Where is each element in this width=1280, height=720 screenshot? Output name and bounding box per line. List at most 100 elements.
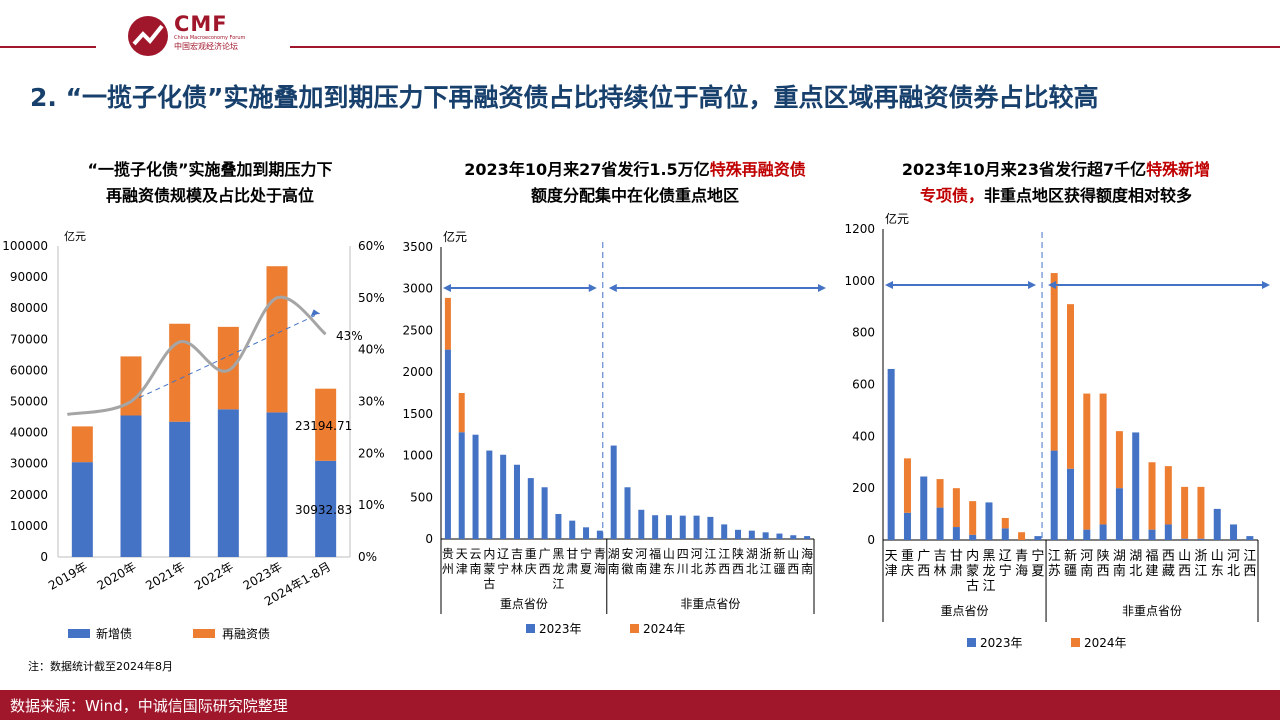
chart3-xtick: 湖: [1113, 549, 1126, 564]
chart2-bar-2023年: [693, 515, 700, 539]
chart2-title-line2: 额度分配集中在化债重点地区: [530, 186, 739, 205]
chart1-y2tick: 60%: [358, 239, 385, 253]
chart2-xtick: 肃: [566, 562, 578, 576]
chart2-xtick: 南: [470, 561, 482, 576]
chart3-xtick: 西: [1097, 564, 1110, 579]
chart2-xtick: 广: [539, 547, 551, 561]
chart3-xtick: 天: [885, 549, 898, 564]
chart1-bar-再融资债: [315, 388, 337, 461]
chart2-bar-2023年: [500, 454, 507, 539]
chart3-bar-2024年: [1148, 462, 1156, 530]
chart1-ytick: 100000: [2, 239, 48, 253]
chart2-xtick: 西: [539, 562, 551, 576]
footer-bar: 数据来源：Wind，中诚信国际研究院整理: [0, 690, 1280, 720]
chart3-bar-2024年: [936, 479, 944, 508]
chart3-xtick: 吉: [934, 549, 947, 564]
chart3-bar-2024年: [1001, 517, 1009, 529]
chart1-ytick: 70000: [10, 332, 48, 346]
chart2-xtick: 海: [801, 546, 813, 561]
chart3-xtick: 藏: [1162, 564, 1175, 579]
chart2-xtick: 夏: [580, 562, 592, 576]
chart3-ytick: 400: [852, 429, 875, 443]
logo-subtitle-en: China Macroeconomy Forum: [174, 35, 246, 41]
chart3-xtick: 龙: [982, 564, 995, 579]
chart3-ytick: 1000: [844, 274, 875, 288]
chart1-legend-swatch-refi: [193, 629, 215, 638]
chart1-bar-新增债: [169, 421, 191, 557]
chart1-title-line2: 再融资债规模及占比处于高位: [105, 186, 314, 205]
chart2-xtick: 古: [483, 576, 495, 591]
chart3-bar-2023年: [1067, 468, 1074, 540]
chart2-bar-2023年: [513, 464, 520, 539]
logo-subtitle-cn: 中国宏观经济论坛: [174, 42, 238, 51]
chart3-xtick: 江: [1194, 564, 1207, 579]
header-line-left: [0, 46, 96, 48]
chart2-xtick: 吉: [511, 547, 523, 561]
chart3-bar-2023年: [1001, 528, 1009, 540]
chart3-xtick: 甘: [950, 549, 963, 564]
chart1-trend-arrow-head: [310, 309, 320, 317]
chart1-y2tick: 50%: [358, 291, 385, 305]
chart2-xtick: 州: [442, 562, 454, 576]
chart3-xtick: 河: [1227, 549, 1240, 564]
chart3-bar-2024年: [952, 488, 960, 528]
chart1-y2tick: 30%: [358, 395, 385, 409]
chart2-xtick: 四: [677, 547, 689, 561]
chart1-ytick: 50000: [10, 395, 48, 409]
chart1-y2tick: 10%: [358, 498, 385, 512]
chart2-xtick: 浙: [760, 547, 772, 561]
chart1-title-line1: “一揽子化债”实施叠加到期压力下: [87, 160, 333, 179]
chart3-xtick: 林: [934, 564, 947, 579]
chart1-ytick: 60000: [10, 363, 48, 377]
chart3-group-label: 重点省份: [941, 604, 989, 618]
chart1-ytick: 0: [40, 550, 48, 564]
cmf-logo-icon: [128, 16, 168, 56]
chart2-xtick: 河: [691, 547, 703, 561]
chart3-bar-2023年: [887, 368, 895, 540]
chart3-bar-2023年: [969, 534, 977, 540]
chart3-xtick: 浙: [1194, 549, 1207, 564]
chart3-xtick: 山: [1211, 549, 1224, 564]
chart2-bar-2023年: [444, 349, 451, 539]
chart1-y2tick: 0%: [358, 550, 377, 564]
chart2-xtick: 贵: [442, 547, 454, 561]
chart2-xtick: 蒙: [483, 562, 495, 576]
chart3-xtick: 南: [1080, 563, 1093, 579]
chart3-bar-2024年: [969, 501, 977, 535]
chart1-data-label: 23194.71: [295, 419, 352, 433]
chart1-bar-再融资债: [120, 356, 142, 416]
chart1-ytick: 40000: [10, 426, 48, 440]
chart1-legend-label: 再融资债: [222, 627, 270, 641]
chart3-ytick: 800: [852, 326, 875, 340]
chart2-bar-2023年: [721, 524, 728, 539]
chart3-xtick: 苏: [1048, 563, 1061, 579]
chart2-ytick: 3500: [402, 240, 433, 254]
chart3-legend-label: 2024年: [1084, 636, 1127, 650]
chart2-arrow-nonkey-head-right: [818, 284, 826, 292]
chart2-xtick: 云: [470, 547, 482, 561]
chart2-xtick: 山: [787, 547, 799, 561]
chart2-xtick: 龙: [552, 562, 564, 576]
chart2-xtick: 西: [718, 562, 730, 576]
chart2-ytick: 2000: [402, 365, 433, 379]
chart1-bar-再融资债: [71, 426, 93, 463]
chart2-xtick: 海: [594, 561, 606, 576]
chart2-xtick: 北: [746, 562, 758, 576]
chart3-xtick: 宁: [999, 563, 1012, 579]
chart2-xtick: 川: [677, 562, 689, 576]
chart3-bar-2024年: [1067, 304, 1074, 469]
chart2-legend-swatch-2024: [630, 624, 639, 633]
chart1-bar-新增债: [266, 412, 288, 557]
chart2-xtick: 安: [621, 546, 633, 561]
chart2-xtick: 河: [635, 547, 647, 561]
chart2-xtick: 宁: [497, 561, 509, 576]
chart3-xtick: 西: [1243, 564, 1256, 579]
chart2-bar-2023年: [596, 530, 603, 539]
chart2-bar-2023年: [541, 487, 548, 539]
chart2-xtick: 湖: [608, 546, 620, 561]
chart3-xtick: 西: [1178, 564, 1191, 579]
chart2-xtick: 庆: [525, 562, 537, 576]
chart2-title-line1b: 特殊再融资债: [709, 160, 806, 179]
chart3-xtick: 古: [966, 579, 979, 594]
chart2-xtick: 天: [456, 547, 468, 561]
